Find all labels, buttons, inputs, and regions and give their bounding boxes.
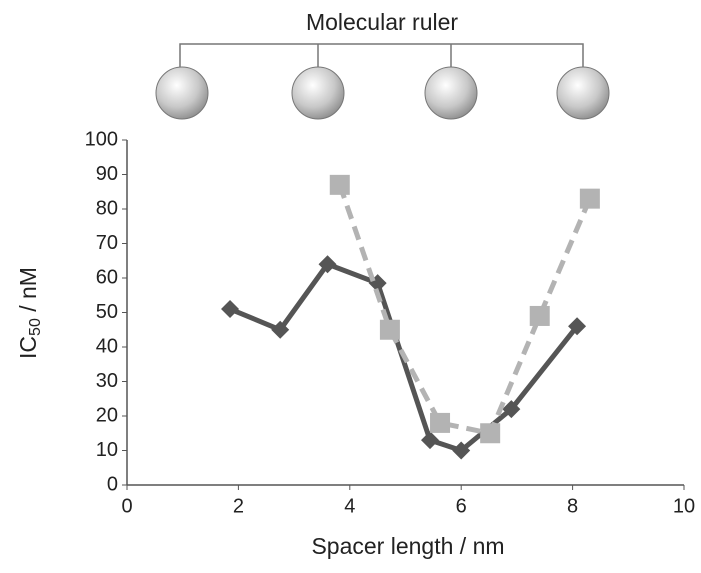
x-tick-label: 0 — [121, 495, 132, 517]
diamond-marker — [568, 317, 587, 336]
y-tick-label: 70 — [96, 232, 118, 254]
y-tick-label: 10 — [96, 439, 118, 461]
x-tick-label: 2 — [233, 495, 244, 517]
y-tick-label: 60 — [96, 266, 118, 288]
diamond-marker — [421, 431, 440, 450]
series-line — [337, 184, 593, 437]
y-tick-label: 40 — [96, 335, 118, 357]
diamond-marker — [271, 320, 290, 339]
y-tick-label: 50 — [96, 301, 118, 323]
y-label-unit: / nM — [15, 267, 41, 318]
square-marker — [430, 412, 451, 433]
chart-title: Molecular ruler — [306, 9, 458, 35]
square-marker — [379, 319, 400, 340]
square-marker — [579, 188, 600, 209]
y-label-sub: 50 — [27, 318, 44, 336]
series-line — [229, 261, 580, 454]
x-tick-label: 6 — [456, 495, 467, 517]
y-tick-label: 90 — [96, 163, 118, 185]
y-tick-label: 20 — [96, 404, 118, 426]
y-tick-label: 30 — [96, 370, 118, 392]
x-axis-label: Spacer length / nm — [311, 533, 504, 559]
square-marker — [329, 174, 350, 195]
y-axis-label: IC50 / nM — [15, 267, 44, 359]
ruler-balls — [155, 66, 610, 120]
diamond-marker — [221, 300, 240, 319]
x-tick-label: 10 — [673, 495, 695, 517]
diamond-marker — [318, 255, 337, 274]
diamond-marker — [452, 441, 471, 460]
y-tick-label: 80 — [96, 197, 118, 219]
x-tick-label: 4 — [344, 495, 355, 517]
y-label-main: IC — [15, 336, 41, 359]
diamond-marker — [502, 400, 521, 419]
square-marker — [480, 423, 501, 444]
ruler-diagram — [179, 43, 584, 68]
square-marker — [529, 305, 550, 326]
x-tick-label: 8 — [567, 495, 578, 517]
y-tick-label: 100 — [85, 128, 118, 150]
y-tick-label: 0 — [107, 473, 118, 495]
